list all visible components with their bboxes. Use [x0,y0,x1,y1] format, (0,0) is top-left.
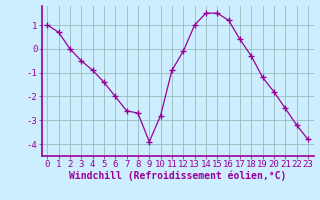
X-axis label: Windchill (Refroidissement éolien,°C): Windchill (Refroidissement éolien,°C) [69,171,286,181]
